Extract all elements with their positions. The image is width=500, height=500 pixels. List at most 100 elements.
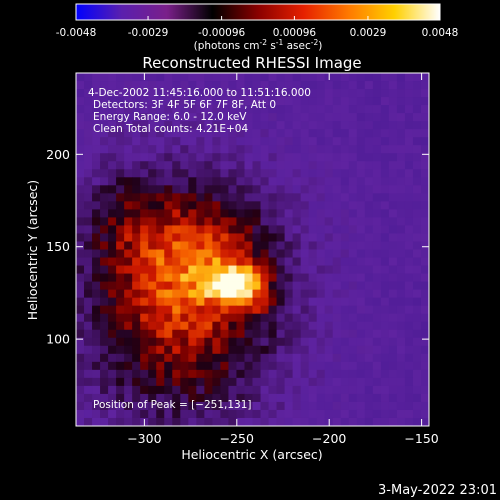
heatmap-cell (188, 329, 197, 339)
heatmap-cell (164, 361, 173, 371)
heatmap-cell (220, 385, 229, 395)
heatmap-cell (84, 265, 93, 274)
heatmap-cell (284, 377, 294, 387)
heatmap-cell (300, 409, 310, 419)
heatmap-cell (196, 113, 205, 122)
heatmap-cell (108, 105, 117, 114)
heatmap-cell (76, 121, 85, 130)
heatmap-cell (212, 137, 221, 146)
heatmap-cell (380, 249, 390, 258)
heatmap-cell (380, 233, 390, 242)
heatmap-cell (244, 417, 253, 426)
heatmap-cell (140, 225, 149, 234)
heatmap-cell (180, 361, 189, 371)
heatmap-cell (92, 73, 101, 82)
heatmap-cell (108, 321, 117, 331)
heatmap-cell (164, 249, 173, 258)
heatmap-cell (396, 225, 406, 234)
heatmap-cell (388, 81, 398, 90)
heatmap-cell (268, 169, 277, 178)
heatmap-cell (380, 241, 390, 250)
heatmap-cell (100, 161, 109, 170)
heatmap-cell (92, 409, 101, 419)
heatmap-cell (212, 153, 221, 162)
heatmap-cell (188, 97, 197, 106)
heatmap-cell (372, 145, 382, 154)
heatmap-cell (300, 369, 310, 379)
heatmap-cell (348, 289, 358, 299)
heatmap-cell (140, 121, 149, 130)
heatmap-cell (124, 377, 133, 387)
heatmap-cell (92, 217, 101, 226)
heatmap-cell (124, 97, 133, 106)
heatmap-cell (84, 273, 93, 282)
heatmap-cell (92, 169, 101, 178)
heatmap-cell (412, 193, 422, 202)
heatmap-cell (356, 233, 366, 242)
heatmap-cell (124, 161, 133, 170)
heatmap-cell (220, 217, 229, 226)
heatmap-cell (140, 345, 149, 355)
heatmap-cell (116, 113, 125, 122)
heatmap-cell (340, 161, 350, 170)
heatmap-cell (220, 337, 229, 347)
heatmap-cell (380, 329, 390, 339)
heatmap-cell (204, 225, 213, 234)
heatmap-cell (156, 377, 165, 387)
heatmap-cell (164, 337, 173, 347)
heatmap-cell (388, 289, 398, 299)
heatmap-cell (212, 417, 221, 426)
heatmap-cell (140, 177, 149, 186)
heatmap-cell (92, 385, 101, 395)
heatmap-cell (172, 225, 181, 234)
heatmap-cell (76, 161, 85, 170)
heatmap-cell (100, 265, 109, 274)
heatmap-cell (244, 153, 253, 162)
heatmap-cell (76, 113, 85, 122)
heatmap-cell (244, 233, 253, 242)
heatmap-cell (308, 169, 318, 178)
heatmap-cell (92, 81, 101, 90)
heatmap-cell (212, 329, 221, 339)
heatmap-cell (404, 113, 414, 122)
heatmap-cell (380, 201, 390, 210)
heatmap-cell (84, 105, 93, 114)
heatmap-cell (116, 305, 125, 315)
heatmap-cell (156, 417, 165, 426)
heatmap-cell (84, 337, 93, 347)
heatmap-cell (156, 409, 165, 419)
heatmap-cell (340, 225, 350, 234)
heatmap-cell (412, 113, 422, 122)
heatmap-cell (252, 129, 261, 138)
heatmap-cell (76, 257, 85, 266)
heatmap-cell (228, 353, 237, 363)
heatmap-cell (188, 113, 197, 122)
heatmap-cell (244, 289, 253, 299)
heatmap-cell (108, 353, 117, 363)
heatmap-cell (196, 385, 205, 395)
heatmap-cell (148, 89, 157, 98)
heatmap-cell (340, 353, 350, 363)
heatmap-cell (180, 409, 189, 419)
heatmap-cell (164, 137, 173, 146)
heatmap-cell (196, 185, 205, 194)
heatmap-cell (372, 361, 382, 371)
heatmap-cell (380, 377, 390, 387)
heatmap-cell (372, 73, 382, 82)
heatmap-cell (284, 153, 294, 162)
heatmap-cell (340, 209, 350, 218)
heatmap-cell (124, 257, 133, 266)
heatmap-cell (380, 97, 390, 106)
heatmap-cell (180, 297, 189, 307)
heatmap-cell (228, 217, 237, 226)
heatmap-cell (84, 385, 93, 395)
heatmap-cell (92, 345, 101, 355)
heatmap-cell (156, 73, 165, 82)
heatmap-cell (148, 217, 157, 226)
heatmap-cell (100, 81, 109, 90)
heatmap-cell (396, 409, 406, 419)
heatmap-cell (308, 329, 318, 339)
heatmap-cell (284, 305, 294, 315)
heatmap-cell (252, 297, 261, 307)
heatmap-cell (268, 217, 277, 226)
